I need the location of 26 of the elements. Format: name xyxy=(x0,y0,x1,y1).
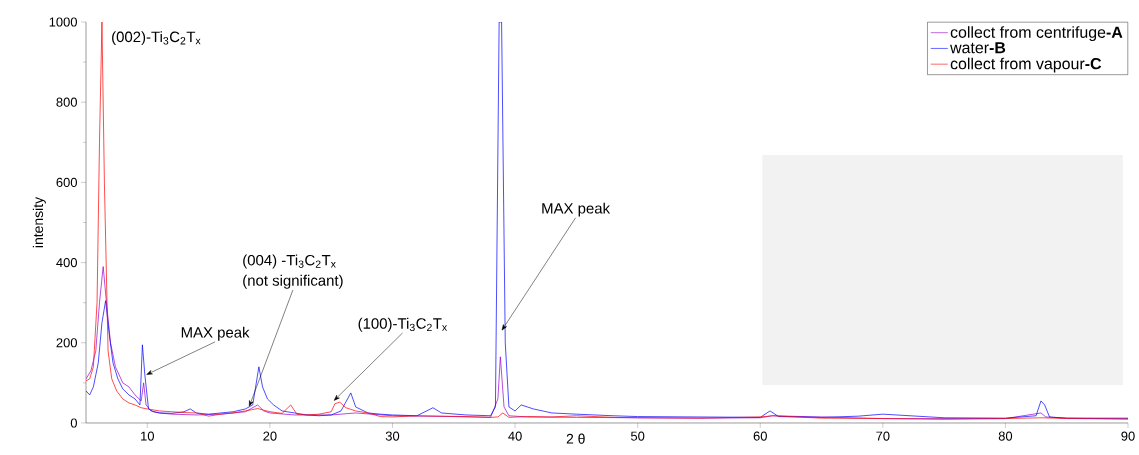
x-tick-label: 90 xyxy=(1121,431,1135,441)
y-tick-label: 600 xyxy=(56,177,77,187)
annotation: MAX peak xyxy=(181,326,250,341)
y-tick-label: 400 xyxy=(56,258,77,268)
legend-label: collect from vapour-C xyxy=(950,57,1102,73)
x-tick-label: 60 xyxy=(753,431,767,441)
y-tick-label: 1000 xyxy=(49,17,77,27)
y-tick-label: 200 xyxy=(56,338,77,348)
x-tick-label: 40 xyxy=(508,431,522,441)
y-tick-label: 0 xyxy=(70,418,77,428)
annotation: (002)-Ti$_{3}$C$_{2}$T$_{x}$ xyxy=(112,31,201,46)
annotation: (100)-Ti$_{3}$C$_{2}$T$_{x}$ xyxy=(358,317,448,332)
x-tick-label: 30 xyxy=(385,431,400,441)
annotation: MAX peak xyxy=(542,202,611,217)
legend-label: collect from centrifuge-A xyxy=(950,26,1123,42)
legend-label: water-B xyxy=(950,42,1006,54)
annotation: (not significant) xyxy=(243,274,343,289)
x-tick-label: 80 xyxy=(998,431,1013,441)
x-axis-title: 2 θ xyxy=(566,433,585,444)
x-tick-label: 10 xyxy=(141,431,155,441)
y-axis-title: intensity xyxy=(32,196,46,248)
x-tick-label: 20 xyxy=(263,431,277,441)
x-tick-label: 50 xyxy=(630,431,645,441)
x-tick-label: 70 xyxy=(876,431,890,441)
annotation: (004) -Ti$_{3}$C$_{2}$T$_{x}$ xyxy=(243,254,336,269)
y-tick-label: 800 xyxy=(56,97,77,107)
